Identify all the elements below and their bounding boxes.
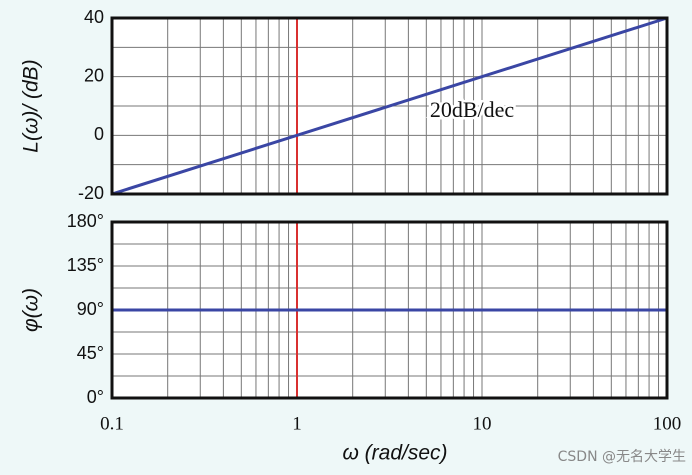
watermark: CSDN @无名大学生 [558,449,686,465]
y-tick-label: 90° [77,299,104,319]
y-tick-label: 0° [87,387,104,407]
x-tick-label: 100 [653,413,682,434]
y-tick-label: 40 [84,7,104,27]
y-tick-label: 0 [94,124,104,144]
y-axis-label: φ(ω) [20,288,43,332]
y-axis-label: L(ω)/ (dB) [20,59,43,152]
y-tick-label: 45° [77,343,104,363]
plot-frame [110,16,669,196]
series-line [111,16,668,196]
y-tick-label: 180° [67,211,104,231]
x-tick-label: 1 [292,413,302,434]
y-tick-label: 135° [67,255,104,275]
y-tick-label: -20 [78,183,104,203]
annotation: 20dB/dec [430,97,515,122]
plot-frame [110,220,669,400]
x-tick-label: 10 [473,413,492,434]
x-tick-label: 0.1 [100,413,124,434]
y-tick-label: 20 [84,65,104,85]
x-axis-label: ω (rad/sec) [342,442,447,465]
